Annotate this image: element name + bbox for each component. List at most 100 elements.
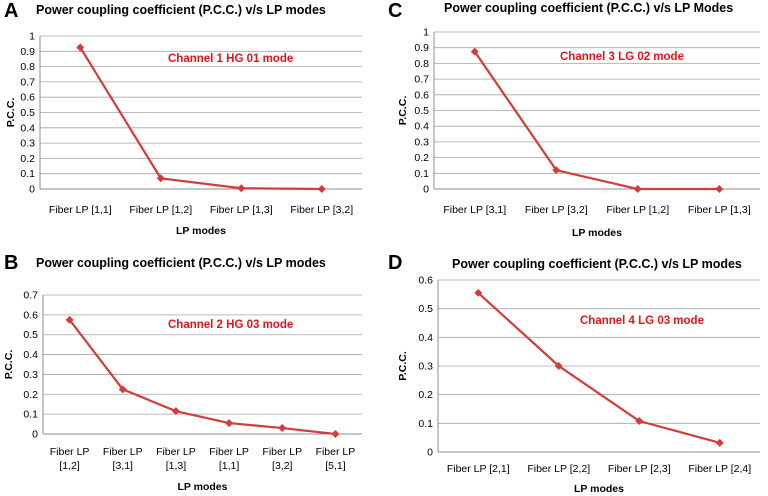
y-tick-label: 0.6 bbox=[20, 92, 35, 104]
panel-label-b: B bbox=[4, 252, 19, 274]
data-point bbox=[237, 184, 246, 193]
y-tick-label: 0.2 bbox=[23, 389, 38, 401]
chart-annotation: Channel 3 LG 02 mode bbox=[560, 51, 684, 63]
x-tick-label: Fiber LP [1,3] bbox=[688, 204, 751, 216]
data-point bbox=[156, 174, 165, 183]
data-point bbox=[118, 385, 127, 394]
y-axis-label: P.C.C. bbox=[397, 96, 409, 126]
x-axis-label: LP modes bbox=[572, 227, 622, 239]
data-point bbox=[554, 362, 563, 370]
y-tick-label: 0.9 bbox=[20, 46, 35, 58]
y-tick-label: 0.7 bbox=[414, 74, 429, 86]
chart-c: Power coupling coefficient (P.C.C.) v/s … bbox=[397, 1, 760, 239]
data-point bbox=[715, 185, 724, 193]
y-tick-label: 0.2 bbox=[418, 389, 433, 401]
y-tick-label: 0.3 bbox=[414, 136, 429, 148]
chart-title: Power coupling coefficient (P.C.C.) v/s … bbox=[444, 1, 733, 15]
series-line bbox=[477, 292, 721, 444]
y-tick-label: 0.1 bbox=[23, 409, 38, 421]
data-point bbox=[65, 315, 74, 324]
data-point bbox=[278, 424, 287, 433]
y-tick-label: 0.4 bbox=[418, 332, 433, 344]
y-tick-label: 0.7 bbox=[23, 290, 38, 302]
x-tick-label: Fiber LP bbox=[156, 446, 196, 458]
x-tick-label: Fiber LP [2,2] bbox=[527, 463, 590, 475]
x-tick-label: Fiber LP [1,1] bbox=[49, 204, 112, 216]
panel-label-a: A bbox=[4, 0, 19, 22]
y-tick-label: 0.8 bbox=[20, 61, 35, 73]
x-tick-label: [1,3] bbox=[166, 460, 187, 472]
y-tick-label: 0 bbox=[423, 184, 429, 196]
y-tick-label: 0 bbox=[29, 184, 35, 196]
y-tick-label: 0.5 bbox=[23, 329, 38, 341]
y-tick-label: 0.2 bbox=[414, 152, 429, 164]
x-axis-label: LP modes bbox=[574, 483, 624, 495]
data-point bbox=[331, 430, 340, 438]
x-axis-label: LP modes bbox=[178, 481, 228, 493]
chart-b: Power coupling coefficient (P.C.C.) v/s … bbox=[3, 256, 362, 493]
x-tick-label: Fiber LP bbox=[209, 446, 249, 458]
x-tick-label: Fiber LP bbox=[316, 446, 356, 458]
chart-title: Power coupling coefficient (P.C.C.) v/s … bbox=[452, 257, 742, 271]
x-tick-label: [3,2] bbox=[272, 460, 293, 472]
data-point bbox=[474, 288, 483, 297]
x-tick-label: Fiber LP [3,2] bbox=[290, 204, 353, 216]
chart-title: Power coupling coefficient (P.C.C.) v/s … bbox=[36, 3, 326, 17]
x-tick-label: Fiber LP [1,2] bbox=[129, 204, 192, 216]
series-line bbox=[79, 46, 322, 191]
data-point bbox=[225, 419, 234, 428]
chart-a: Power coupling coefficient (P.C.C.) v/s … bbox=[5, 3, 362, 237]
y-axis-label: P.C.C. bbox=[5, 98, 17, 128]
series-line bbox=[473, 51, 720, 191]
y-tick-label: 0.2 bbox=[20, 153, 35, 165]
y-tick-label: 0.4 bbox=[414, 121, 429, 133]
y-tick-label: 0.3 bbox=[23, 369, 38, 381]
y-tick-label: 0.1 bbox=[414, 168, 429, 180]
y-axis-label: P.C.C. bbox=[3, 350, 15, 380]
x-tick-label: Fiber LP [3,2] bbox=[525, 204, 588, 216]
data-point bbox=[552, 166, 561, 175]
chart-annotation: Channel 1 HG 01 mode bbox=[168, 53, 293, 65]
series-line bbox=[68, 319, 336, 436]
y-tick-label: 0.5 bbox=[418, 303, 433, 315]
y-tick-label: 0 bbox=[32, 429, 38, 441]
data-point bbox=[76, 43, 85, 52]
y-tick-label: 0.6 bbox=[414, 89, 429, 101]
chart-title: Power coupling coefficient (P.C.C.) v/s … bbox=[36, 256, 326, 270]
x-tick-label: Fiber LP [2,4] bbox=[688, 463, 751, 475]
chart-annotation: Channel 4 LG 03 mode bbox=[580, 315, 704, 327]
panel-label-c: C bbox=[388, 0, 403, 22]
y-axis-label: P.C.C. bbox=[397, 351, 409, 381]
y-tick-label: 1 bbox=[423, 27, 429, 39]
data-point bbox=[171, 407, 180, 416]
y-tick-label: 0.1 bbox=[20, 168, 35, 180]
chart-d: Power coupling coefficient (P.C.C.) v/s … bbox=[397, 257, 760, 495]
x-tick-label: Fiber LP [3,1] bbox=[443, 204, 506, 216]
x-tick-label: [1,1] bbox=[219, 460, 240, 472]
y-tick-label: 0.1 bbox=[418, 418, 433, 430]
y-tick-label: 0.5 bbox=[414, 105, 429, 117]
data-point bbox=[635, 417, 644, 426]
x-tick-label: [1,2] bbox=[59, 460, 80, 472]
y-tick-label: 0 bbox=[427, 447, 433, 459]
y-tick-label: 0.6 bbox=[23, 309, 38, 321]
panel-label-d: D bbox=[388, 252, 403, 274]
y-tick-label: 0.3 bbox=[418, 361, 433, 373]
y-tick-label: 0.5 bbox=[20, 107, 35, 119]
chart-annotation: Channel 2 HG 03 mode bbox=[168, 319, 293, 331]
y-tick-label: 0.6 bbox=[418, 275, 433, 287]
x-tick-label: [3,1] bbox=[113, 460, 134, 472]
x-tick-label: [5,1] bbox=[325, 460, 346, 472]
x-tick-label: Fiber LP [1,3] bbox=[210, 204, 273, 216]
y-tick-label: 0.7 bbox=[20, 76, 35, 88]
x-tick-label: Fiber LP [2,1] bbox=[447, 463, 510, 475]
data-point bbox=[470, 47, 479, 56]
y-tick-label: 0.4 bbox=[20, 122, 35, 134]
y-tick-label: 0.4 bbox=[23, 349, 38, 361]
data-point bbox=[633, 185, 642, 193]
y-tick-label: 0.9 bbox=[414, 42, 429, 54]
data-point bbox=[715, 438, 724, 447]
data-point bbox=[317, 185, 326, 193]
x-tick-label: Fiber LP bbox=[103, 446, 143, 458]
x-tick-label: Fiber LP [2,3] bbox=[608, 463, 671, 475]
